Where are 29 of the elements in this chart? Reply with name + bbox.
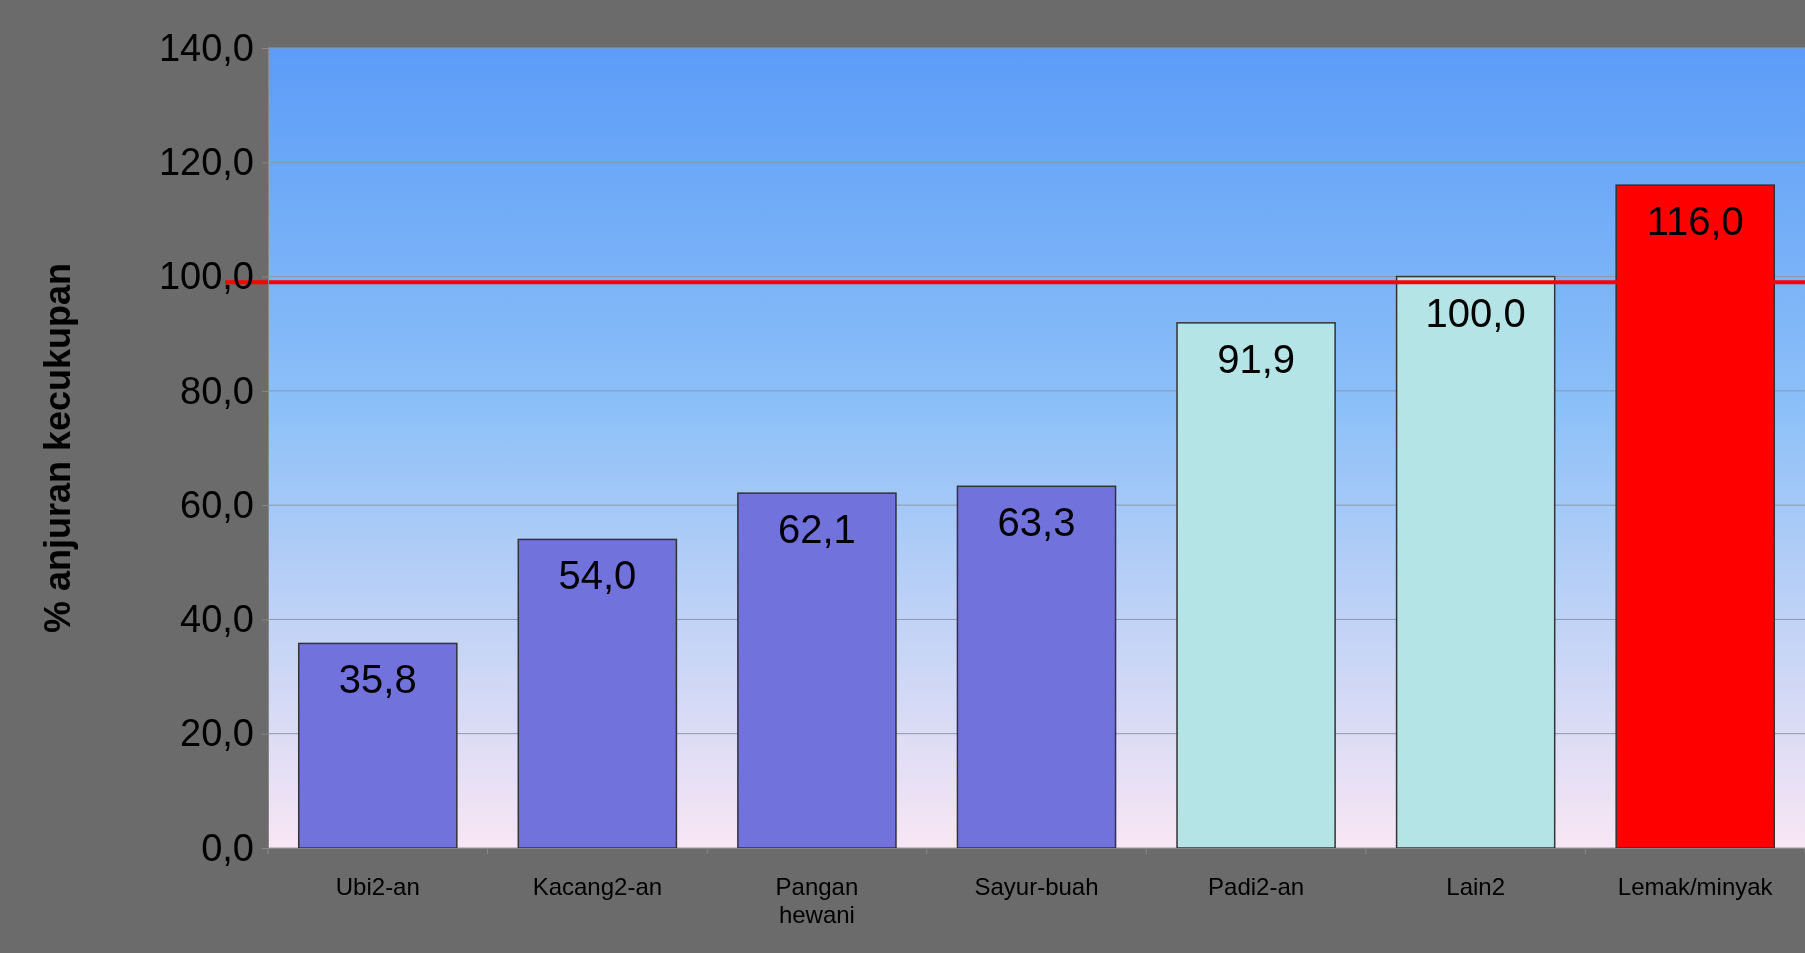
bar — [956, 485, 1117, 849]
x-tick-label: Sayur-buah — [974, 873, 1099, 901]
data-label: 100,0 — [1425, 290, 1526, 335]
data-label: 62,1 — [778, 507, 856, 552]
y-tick-label: 120,0 — [158, 140, 254, 183]
bar — [1176, 322, 1336, 849]
bar — [1395, 275, 1556, 849]
y-axis-title: % anjuran kecukupan — [37, 262, 78, 634]
data-label: 116,0 — [1646, 199, 1744, 244]
bar — [297, 642, 458, 849]
bar — [737, 492, 897, 849]
data-label: 35,8 — [338, 657, 417, 702]
data-label: 63,3 — [997, 500, 1076, 545]
y-tick-label: 140,0 — [158, 26, 254, 69]
x-tick-label: Lemak/minyak — [1617, 873, 1774, 901]
y-tick-label: 40,0 — [180, 598, 254, 641]
y-tick-label: 80,0 — [180, 369, 254, 412]
y-tick-label: 20,0 — [180, 712, 254, 755]
data-label: 91,9 — [1217, 336, 1295, 381]
x-tick-label: Padi2-an — [1208, 873, 1305, 901]
x-tick-label: Ubi2-an — [335, 873, 420, 901]
x-tick-label: Pangan hewani — [775, 873, 859, 928]
x-tick-label: Kacang2-an — [532, 873, 663, 901]
y-tick-label: 0,0 — [201, 826, 254, 869]
x-tick-label: Lain2 — [1446, 873, 1506, 901]
bar — [517, 538, 678, 849]
y-tick-label: 60,0 — [180, 483, 254, 526]
y-tick-label: 100,0 — [158, 255, 254, 298]
data-label: 54,0 — [558, 553, 637, 598]
